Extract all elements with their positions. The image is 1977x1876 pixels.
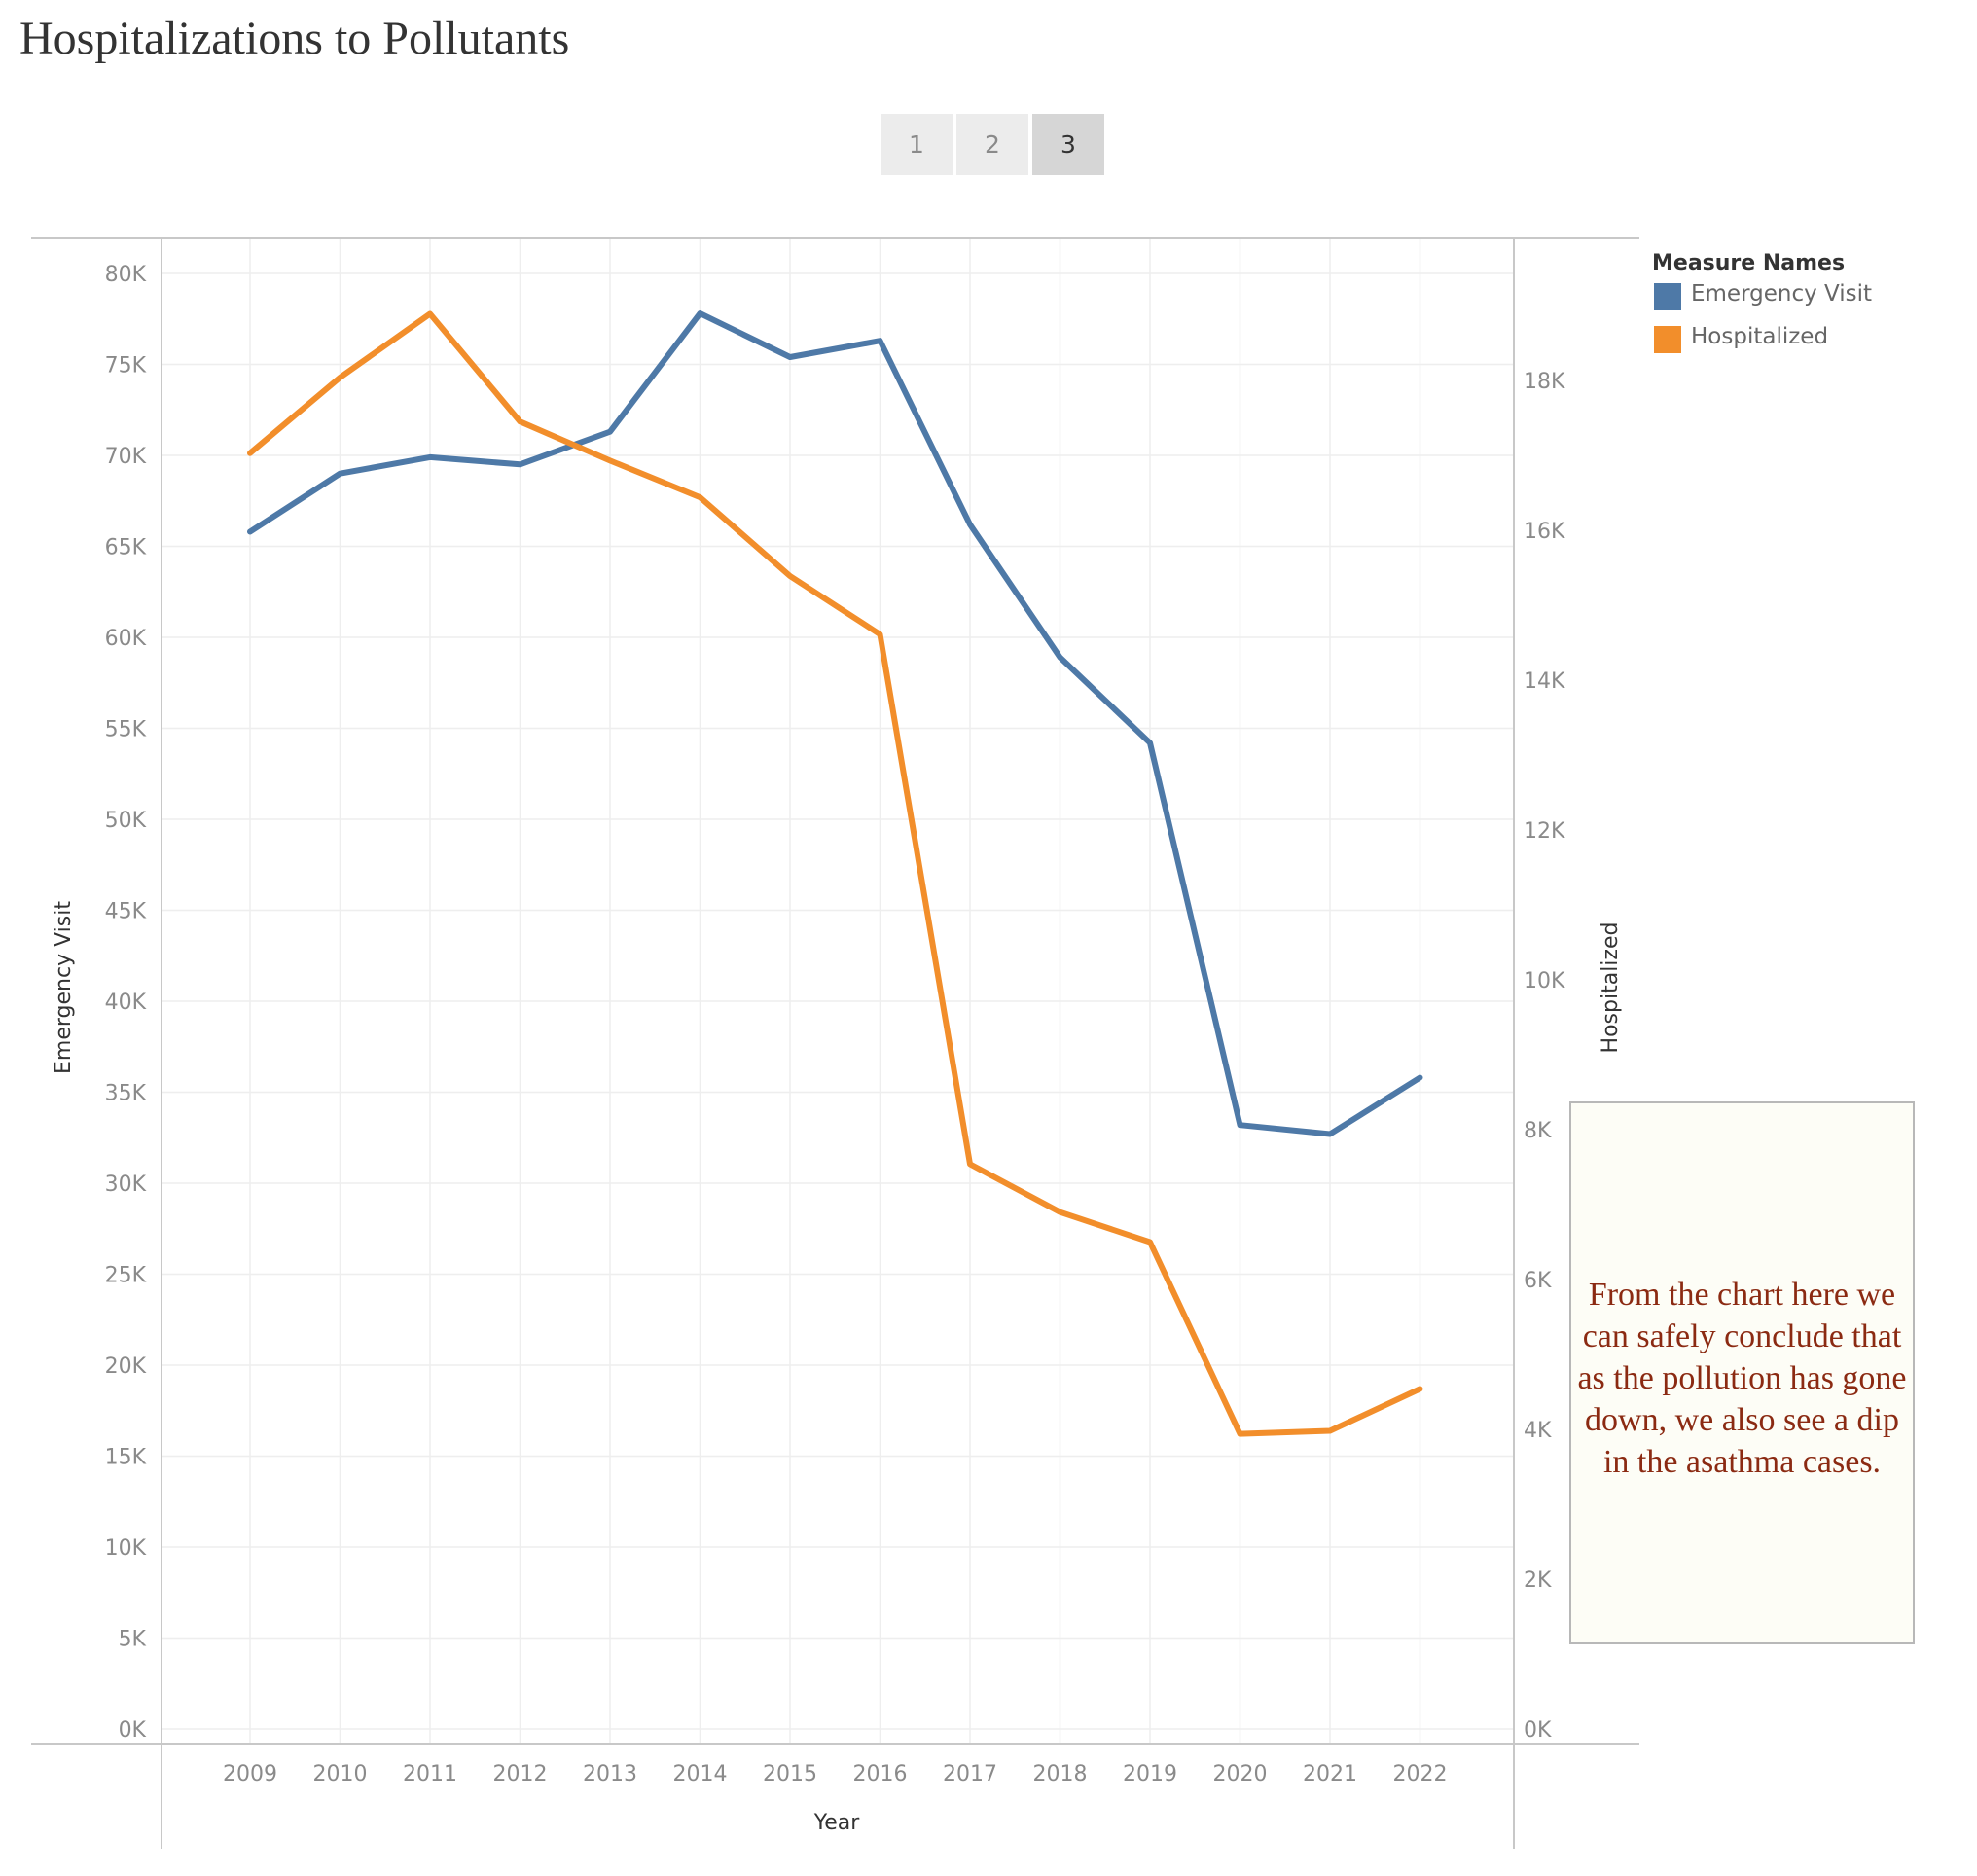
series-line-hospitalized: [247, 310, 1423, 1437]
x-tick-label: 2011: [403, 1762, 457, 1786]
page-button-2[interactable]: 2: [956, 114, 1028, 175]
x-tick-label: 2018: [1033, 1762, 1088, 1786]
legend-title: Measure Names: [1652, 251, 1846, 275]
chart-frame: [31, 237, 1639, 1849]
legend: Measure Names Emergency Visit Hospitaliz…: [1652, 251, 1872, 361]
right-axis: 0K 2K 4K 6K 8K 10K 12K 14K 16K 18K: [1524, 370, 1565, 1743]
series-line-emergency-visit: [247, 310, 1423, 1137]
left-tick-label: 80K: [105, 263, 147, 287]
legend-label-emergency-visit: Emergency Visit: [1691, 281, 1873, 307]
x-tick-label: 2022: [1393, 1762, 1448, 1786]
legend-item-emergency-visit[interactable]: Emergency Visit: [1652, 279, 1872, 318]
left-tick-label: 25K: [105, 1264, 147, 1288]
chart-grid: [162, 238, 1514, 1744]
page-button-1[interactable]: 1: [881, 114, 953, 175]
left-tick-label: 75K: [105, 354, 147, 379]
page-button-3[interactable]: 3: [1032, 114, 1104, 175]
annotation-text: From the chart here we can safely conclu…: [1577, 1276, 1907, 1480]
right-tick-label: 18K: [1524, 370, 1565, 394]
left-tick-label: 0K: [119, 1718, 147, 1743]
left-tick-label: 65K: [105, 536, 147, 560]
left-tick-label: 5K: [119, 1628, 147, 1652]
right-tick-label: 10K: [1524, 969, 1565, 993]
left-tick-label: 35K: [105, 1082, 147, 1106]
dashboard-title: Hospitalizations to Pollutants: [19, 13, 570, 64]
x-tick-label: 2010: [313, 1762, 368, 1786]
legend-item-hospitalized[interactable]: Hospitalized: [1652, 322, 1845, 361]
left-axis: 0K 5K 10K 15K 20K 25K 30K 35K 40K 45K 50K 55K 60K 65K…: [105, 263, 147, 1743]
left-tick-label: 50K: [105, 809, 147, 833]
x-tick-label: 2016: [853, 1762, 908, 1786]
right-tick-label: 12K: [1524, 819, 1565, 844]
x-tick-label: 2017: [943, 1762, 997, 1786]
left-tick-label: 30K: [105, 1172, 147, 1197]
chart-series: [247, 310, 1423, 1437]
left-tick-label: 60K: [105, 627, 147, 651]
x-tick-label: 2012: [493, 1762, 548, 1786]
left-tick-label: 70K: [105, 445, 147, 469]
right-tick-label: 4K: [1524, 1419, 1552, 1443]
left-tick-label: 55K: [105, 718, 147, 742]
x-tick-label: 2014: [673, 1762, 728, 1786]
left-tick-label: 45K: [105, 900, 147, 924]
legend-label-hospitalized: Hospitalized: [1691, 324, 1829, 349]
x-axis-title: Year: [813, 1811, 861, 1835]
left-axis-title: Emergency Visit: [52, 901, 76, 1074]
right-tick-label: 2K: [1524, 1569, 1552, 1593]
right-tick-label: 0K: [1524, 1718, 1552, 1743]
x-tick-label: 2021: [1303, 1762, 1357, 1786]
annotation-box: From the chart here we can safely conclu…: [1569, 1101, 1915, 1644]
right-tick-label: 16K: [1524, 520, 1565, 544]
right-tick-label: 6K: [1524, 1269, 1552, 1293]
left-tick-label: 15K: [105, 1446, 147, 1470]
legend-swatch-emergency-visit: [1654, 283, 1681, 310]
x-axis: 2009 2010 2011 2012 2013 2014 2015 2016 2017 2018…: [223, 1762, 1448, 1786]
x-tick-label: 2009: [223, 1762, 277, 1786]
right-tick-label: 14K: [1524, 669, 1565, 694]
left-tick-label: 10K: [105, 1536, 147, 1561]
x-tick-label: 2020: [1213, 1762, 1268, 1786]
left-tick-label: 20K: [105, 1354, 147, 1379]
x-tick-label: 2015: [763, 1762, 817, 1786]
x-tick-label: 2013: [583, 1762, 637, 1786]
legend-swatch-hospitalized: [1654, 326, 1681, 353]
right-tick-label: 8K: [1524, 1119, 1552, 1143]
right-axis-title: Hospitalized: [1599, 922, 1623, 1054]
x-tick-label: 2019: [1123, 1762, 1177, 1786]
left-tick-label: 40K: [105, 991, 147, 1015]
